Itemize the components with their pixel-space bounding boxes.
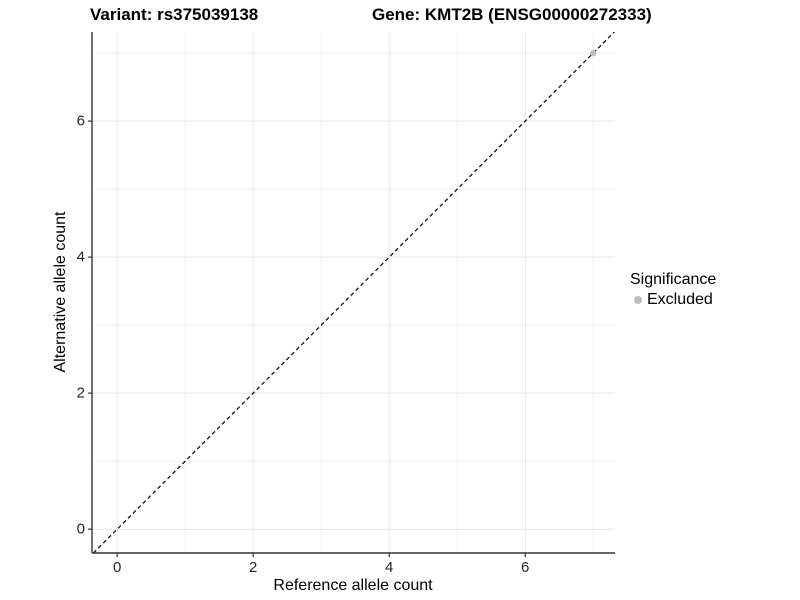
plot-panel <box>88 32 615 557</box>
legend-item-excluded: Excluded <box>630 291 716 309</box>
x-axis-title: Reference allele count <box>273 577 433 594</box>
identity-line <box>92 32 615 554</box>
x-tick-label: 0 <box>112 559 122 576</box>
legend-point-icon <box>634 296 642 304</box>
plot-title-gene: Gene: KMT2B (ENSG00000272333) <box>372 5 652 24</box>
x-tick-label: 4 <box>385 559 394 576</box>
y-tick-label: 6 <box>76 112 85 130</box>
y-axis-title: Alternative allele count <box>52 211 69 373</box>
y-tick-label: 2 <box>76 384 85 402</box>
y-tick-label: 4 <box>76 248 85 266</box>
x-tick-label: 2 <box>249 559 258 576</box>
x-tick-label: 6 <box>521 559 530 576</box>
data-point-excluded <box>590 49 597 57</box>
plot-title-variant: Variant: rs375039138 <box>90 5 259 24</box>
legend-title: Significance <box>630 271 717 288</box>
y-tick-label: 0 <box>76 520 85 538</box>
legend-item-label: Excluded <box>647 291 713 308</box>
legend: Significance Excluded <box>630 271 716 309</box>
